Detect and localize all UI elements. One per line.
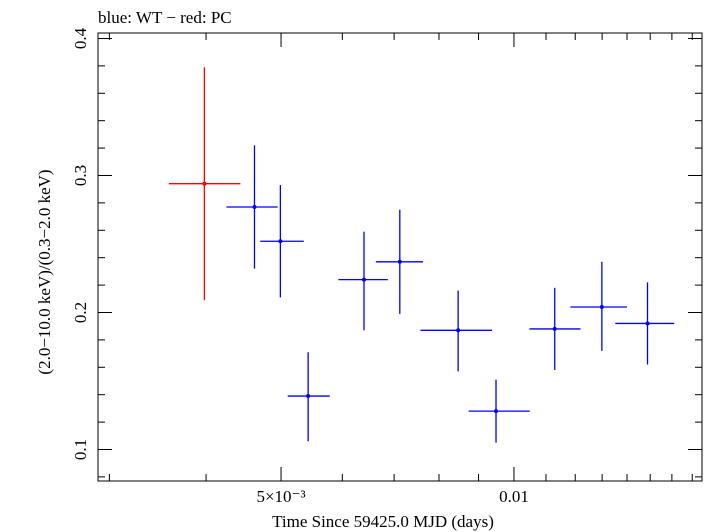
point-marker [645, 321, 650, 326]
point-marker [361, 277, 366, 282]
data-point [570, 261, 628, 351]
point-marker [552, 326, 557, 331]
data-point [168, 67, 241, 301]
y-tick-label: 0.1 [71, 439, 90, 460]
x-tick-label: 5×10⁻³ [256, 487, 305, 506]
data-point [338, 231, 388, 331]
y-tick-label: 0.2 [71, 302, 90, 323]
point-marker [494, 409, 499, 414]
data-point [226, 145, 278, 269]
y-tick-label: 0.3 [71, 165, 90, 186]
data-points [168, 67, 675, 443]
data-point [287, 352, 330, 442]
point-marker [306, 394, 311, 399]
plot-frame [97, 32, 703, 482]
data-point [260, 185, 304, 298]
data-point [529, 287, 581, 371]
data-point [468, 379, 530, 443]
y-tick-label: 0.4 [71, 27, 90, 49]
point-marker [252, 204, 257, 209]
point-marker [599, 305, 604, 310]
point-marker [456, 328, 461, 333]
axis-tick-labels: 0.1 0.2 0.3 0.4 5×10⁻³ 0.01 [71, 27, 529, 506]
x-tick-label: 0.01 [499, 487, 529, 506]
axis-ticks [98, 33, 702, 481]
data-point [615, 282, 675, 365]
x-axis-label: Time Since 59425.0 MJD (days) [272, 512, 494, 531]
point-marker [278, 239, 283, 244]
chart-title: blue: WT − red: PC [98, 8, 232, 27]
y-axis-label: (2.0−10.0 keV)/(0.3−2.0 keV) [35, 169, 54, 374]
data-point [420, 290, 493, 372]
point-marker [202, 181, 207, 186]
data-point [375, 209, 424, 314]
point-marker [397, 259, 402, 264]
